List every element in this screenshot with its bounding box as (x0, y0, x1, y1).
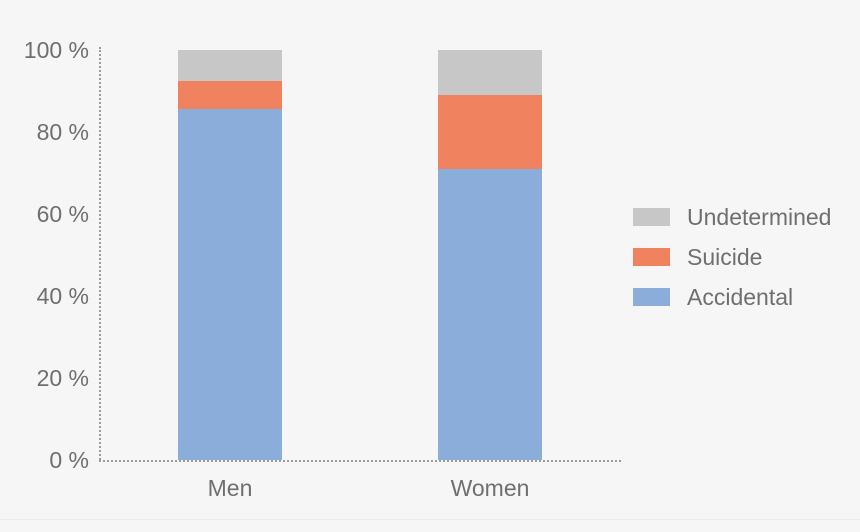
y-tick-label: 20 % (36, 365, 89, 391)
legend-label: Accidental (687, 284, 794, 310)
legend-label: Undetermined (687, 204, 832, 230)
bar-segment-suicide-women (438, 95, 542, 169)
y-tick-label: 100 % (23, 37, 89, 63)
legend-swatch-suicide (633, 248, 670, 266)
bar-segment-undetermined-women (438, 50, 542, 96)
bar-segment-accidental-women (438, 168, 542, 460)
legend-label: Suicide (687, 244, 763, 270)
legend-swatch-undetermined (633, 208, 670, 226)
x-axis-line (99, 460, 621, 462)
bar-segment-undetermined-men (178, 50, 282, 81)
legend-swatch-accidental (633, 288, 670, 306)
legend-item-undetermined: Undetermined (633, 204, 832, 230)
legend-item-suicide: Suicide (633, 244, 831, 270)
bar-segment-suicide-men (178, 80, 282, 110)
bar-segment-accidental-men (178, 109, 282, 460)
bottom-divider (0, 519, 860, 520)
y-tick-label: 80 % (36, 119, 89, 145)
y-tick-label: 0 % (49, 447, 89, 473)
legend: Undetermined Suicide Accidental (633, 204, 832, 328)
y-tick-label: 40 % (36, 283, 89, 309)
x-category-label-women: Women (450, 475, 530, 501)
x-category-label-men: Men (207, 475, 253, 501)
y-axis-line (99, 47, 101, 460)
legend-item-accidental: Accidental (633, 284, 831, 310)
y-tick-label: 60 % (36, 201, 89, 227)
